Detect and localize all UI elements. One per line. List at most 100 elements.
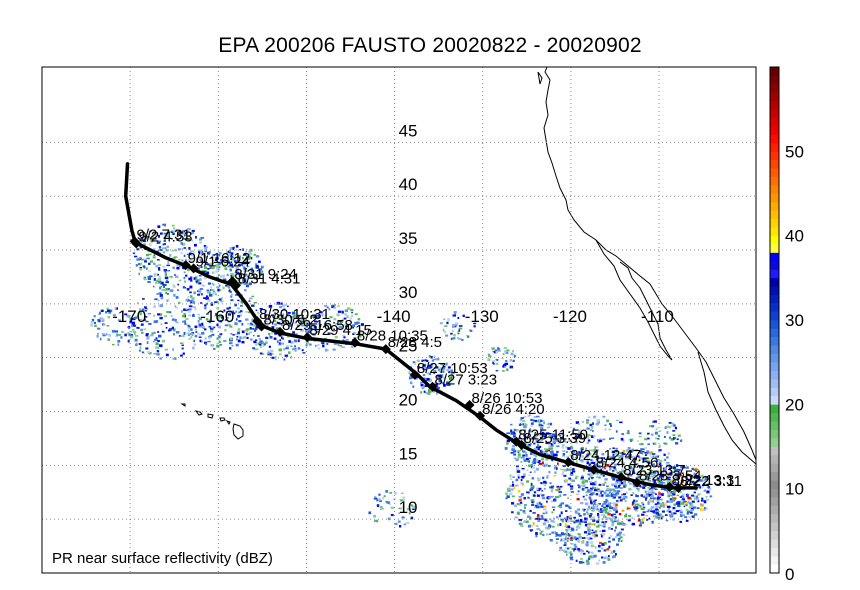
reflectivity-pixel	[663, 503, 667, 506]
reflectivity-pixel	[611, 472, 614, 475]
reflectivity-pixel	[168, 329, 171, 332]
reflectivity-pixel	[287, 311, 291, 314]
reflectivity-pixel	[609, 491, 612, 494]
reflectivity-pixel	[587, 551, 590, 554]
reflectivity-pixel	[378, 493, 381, 496]
reflectivity-pixel	[259, 352, 263, 355]
reflectivity-pixel	[137, 257, 141, 260]
reflectivity-pixel	[554, 471, 557, 474]
reflectivity-pixel	[565, 520, 568, 523]
reflectivity-pixel	[189, 285, 193, 289]
reflectivity-pixel	[675, 467, 679, 470]
reflectivity-pixel	[567, 527, 571, 531]
colorbar-swatch	[770, 463, 779, 473]
reflectivity-pixel	[616, 520, 620, 523]
reflectivity-pixel	[596, 525, 600, 528]
reflectivity-pixel	[210, 286, 213, 289]
reflectivity-pixel	[571, 468, 574, 471]
reflectivity-pixel	[178, 264, 182, 267]
colorbar-swatch	[770, 353, 779, 363]
reflectivity-pixel	[529, 438, 532, 441]
reflectivity-pixel	[157, 313, 161, 316]
reflectivity-pixel	[129, 319, 133, 322]
reflectivity-pixel	[602, 502, 606, 506]
reflectivity-pixel	[537, 520, 541, 523]
reflectivity-pixel	[285, 321, 288, 325]
reflectivity-pixel	[161, 330, 165, 333]
reflectivity-pixel	[614, 482, 618, 486]
reflectivity-pixel	[234, 322, 238, 325]
reflectivity-pixel	[394, 522, 398, 525]
reflectivity-pixel	[670, 512, 674, 516]
reflectivity-pixel	[439, 374, 444, 377]
reflectivity-pixel	[640, 513, 645, 516]
reflectivity-pixel	[634, 466, 637, 469]
colorbar-swatch	[770, 387, 779, 397]
reflectivity-pixel	[587, 469, 591, 472]
reflectivity-pixel	[629, 450, 633, 453]
reflectivity-pixel	[253, 276, 258, 280]
reflectivity-pixel	[200, 236, 204, 239]
reflectivity-pixel	[159, 249, 163, 251]
reflectivity-pixel	[672, 466, 676, 470]
reflectivity-pixel	[577, 484, 580, 487]
reflectivity-pixel	[153, 232, 157, 236]
reflectivity-pixel	[706, 498, 710, 501]
reflectivity-pixel	[131, 328, 135, 331]
colorbar-swatch	[770, 345, 779, 355]
reflectivity-pixel	[550, 485, 555, 488]
reflectivity-pixel	[171, 318, 175, 321]
reflectivity-pixel	[452, 323, 456, 327]
reflectivity-pixel	[623, 485, 626, 488]
reflectivity-pixel	[185, 318, 189, 320]
reflectivity-pixel	[191, 239, 194, 242]
reflectivity-pixel	[647, 509, 651, 512]
colorbar-swatch	[770, 142, 779, 152]
reflectivity-pixel	[565, 446, 568, 449]
reflectivity-pixel	[141, 351, 145, 354]
reflectivity-pixel	[229, 263, 234, 267]
reflectivity-pixel	[571, 535, 575, 539]
reflectivity-pixel	[606, 419, 609, 423]
reflectivity-pixel	[606, 502, 611, 504]
reflectivity-pixel	[601, 505, 604, 507]
reflectivity-pixel	[561, 532, 565, 535]
reflectivity-pixel	[593, 505, 598, 507]
reflectivity-pixel	[267, 353, 271, 356]
reflectivity-pixel	[421, 386, 424, 389]
reflectivity-pixel	[532, 485, 535, 488]
reflectivity-pixel	[700, 503, 704, 507]
colorbar-swatch	[770, 421, 779, 430]
overpass-time-label: 9/2 7:31	[137, 226, 191, 243]
reflectivity-pixel	[159, 304, 163, 308]
reflectivity-pixel	[187, 239, 190, 242]
reflectivity-pixel	[609, 437, 611, 440]
reflectivity-pixel	[439, 367, 443, 370]
reflectivity-pixel	[513, 428, 517, 432]
north-america-coastline	[543, 67, 756, 461]
reflectivity-pixel	[535, 525, 539, 527]
reflectivity-pixel	[522, 509, 526, 513]
reflectivity-pixel	[166, 298, 170, 301]
reflectivity-pixel	[492, 360, 496, 362]
reflectivity-pixel	[568, 506, 572, 510]
reflectivity-pixel	[241, 330, 245, 334]
longitude-tick-label: -140	[377, 307, 411, 326]
reflectivity-pixel	[423, 368, 427, 371]
reflectivity-pixel	[653, 497, 657, 500]
reflectivity-pixel	[616, 490, 621, 493]
reflectivity-pixel	[647, 486, 650, 489]
reflectivity-pixel	[225, 253, 228, 255]
reflectivity-pixel	[176, 289, 179, 291]
reflectivity-pixel	[584, 521, 588, 523]
reflectivity-pixel	[309, 323, 313, 326]
reflectivity-pixel	[586, 421, 589, 424]
reflectivity-pixel	[432, 389, 436, 393]
reflectivity-pixel	[495, 369, 499, 372]
reflectivity-pixel	[253, 253, 256, 256]
reflectivity-pixel	[91, 318, 95, 322]
reflectivity-pixel	[502, 365, 506, 368]
reflectivity-pixel	[338, 325, 343, 329]
reflectivity-pixel	[491, 347, 495, 350]
reflectivity-pixel	[228, 249, 231, 252]
